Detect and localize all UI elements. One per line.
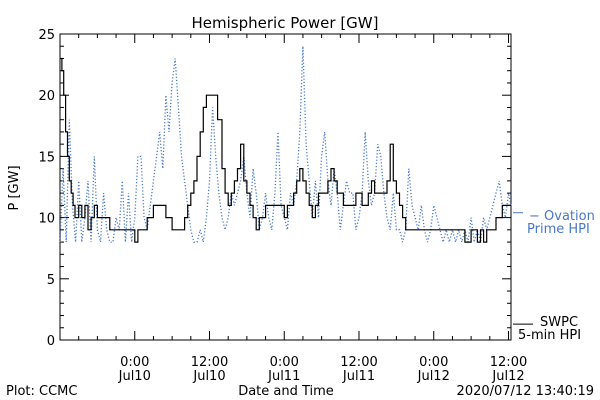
x-tick-label-time: 0:00 (419, 355, 448, 370)
y-axis-label: P [GW] (7, 165, 22, 210)
legend-label-swpc: SWPC (540, 315, 578, 330)
x-tick-label-time: 0:00 (270, 355, 299, 370)
x-tick-label-date: Jul12 (491, 369, 524, 384)
x-axis: 0:00Jul1012:00Jul100:00Jul1112:00Jul110:… (59, 34, 527, 384)
y-tick-label: 20 (38, 89, 55, 104)
x-tick-label-date: Jul11 (342, 369, 375, 384)
x-tick-label-time: 12:00 (490, 355, 527, 370)
y-tick-label: 25 (38, 28, 55, 43)
y-axis: 0 5 10 15 20 25 (38, 28, 511, 349)
x-tick-label-time: 12:00 (340, 355, 377, 370)
y-tick-label: 15 (38, 150, 55, 165)
x-tick-label-date: Jul12 (417, 369, 450, 384)
chart-title: Hemispheric Power [GW] (192, 14, 379, 32)
x-axis-label: Date and Time (238, 384, 334, 399)
plot-credit: Plot: CCMC (6, 384, 77, 399)
x-tick-label-date: Jul11 (267, 369, 300, 384)
x-tick-label-date: Jul10 (118, 369, 151, 384)
plot-frame (59, 33, 512, 341)
legend-label-swpc-2: 5-min HPI (518, 328, 581, 343)
legend-label-ovation: − Ovation (529, 209, 595, 224)
y-tick-label: 5 (47, 273, 55, 288)
x-tick-label-time: 0:00 (120, 355, 149, 370)
series-layer (59, 46, 512, 243)
x-tick-label-date: Jul10 (192, 369, 225, 384)
y-tick-label: 0 (47, 334, 55, 349)
series-line-ovation-prime (59, 46, 512, 243)
series-line-swpc (60, 57, 511, 243)
plot-timestamp: 2020/07/12 13:40:19 (457, 384, 594, 399)
y-tick-label: 10 (38, 212, 55, 227)
legend-label-ovation-2: Prime HPI (527, 222, 590, 237)
x-tick-label-time: 12:00 (191, 355, 228, 370)
